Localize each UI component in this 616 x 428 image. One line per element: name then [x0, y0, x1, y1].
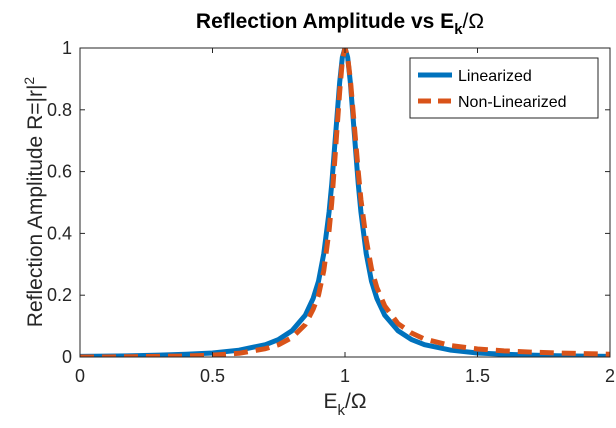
x-tick-label: 1.5 [465, 366, 490, 386]
ticks-layer: 0 0.5 1 1.5 2 0 0.2 0.4 0.6 0.8 1 [47, 38, 615, 386]
chart-title: Reflection Amplitude vs Ek/Ω [196, 10, 484, 38]
y-tick-label: 1 [62, 38, 72, 58]
x-tick-label: 0.5 [200, 366, 225, 386]
legend-label-linearized: Linearized [458, 68, 532, 85]
x-axis-label: Ek/Ω [323, 390, 366, 419]
legend-box [409, 57, 599, 119]
y-tick-label: 0.4 [47, 223, 72, 243]
y-tick-label: 0 [62, 347, 72, 367]
legend-label-non-linearized: Non-Linearized [458, 94, 567, 111]
x-tick-label: 1 [340, 366, 350, 386]
x-tick-label: 0 [75, 366, 85, 386]
x-tick-label: 2 [605, 366, 615, 386]
legend: Linearized Non-Linearized [409, 57, 599, 119]
y-axis-label: Reflection Amplitude R=|r|2 [21, 77, 47, 328]
series-line-non-linearized [80, 48, 610, 357]
y-tick-label: 0.8 [47, 100, 72, 120]
series-line-linearized [80, 48, 610, 357]
series-layer [80, 48, 610, 357]
y-tick-label: 0.6 [47, 162, 72, 182]
y-tick-label: 0.2 [47, 285, 72, 305]
